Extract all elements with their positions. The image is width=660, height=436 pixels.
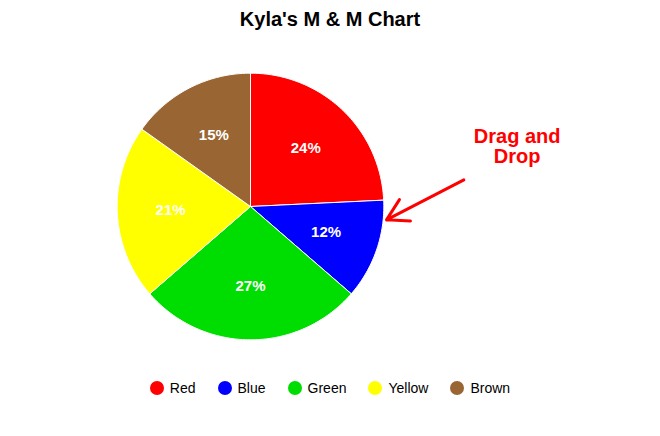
html-text:Brown: Brown [470,380,511,396]
html-text:Kyla's M & M Chart: Kyla's M & M Chart [239,8,421,30]
html-text:Green: Green [307,380,347,396]
html-text:Red: Red [169,380,196,396]
svg-text:27%: 27% [235,277,265,294]
html-text:Blue: Blue [237,380,266,396]
svg-text:24%: 24% [291,139,321,156]
svg-text:15%: 15% [199,126,229,143]
svg-text:Drag andDrop: Drag andDrop [474,125,561,167]
svg-text:12%: 12% [311,223,341,240]
html-text:Yellow: Yellow [388,380,429,396]
svg-text:21%: 21% [156,201,186,218]
